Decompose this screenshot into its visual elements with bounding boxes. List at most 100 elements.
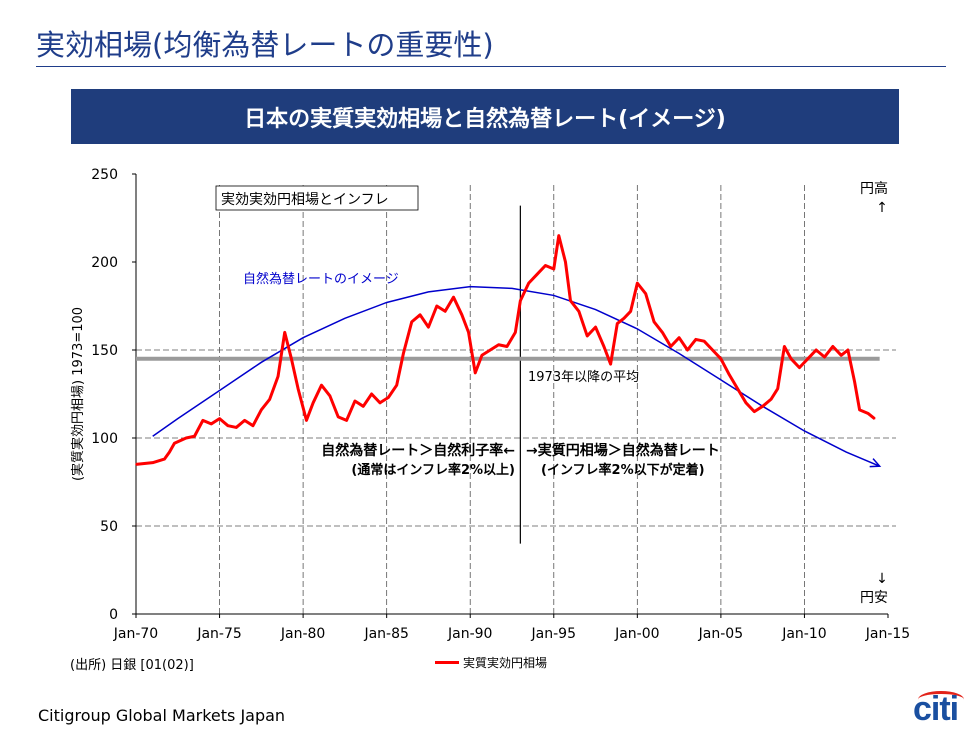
data-point (461, 314, 463, 316)
data-point (853, 380, 856, 383)
y-tick-label: 50 (100, 519, 118, 535)
data-point (173, 442, 176, 445)
data-point (669, 345, 672, 348)
data-point (815, 349, 817, 351)
data-point (444, 310, 446, 313)
data-point (594, 326, 597, 328)
data-point (337, 416, 340, 418)
y-tick-label: 100 (91, 431, 118, 447)
x-tick-label: Jan-75 (196, 626, 241, 642)
data-point (569, 299, 572, 302)
data-point (436, 305, 438, 307)
data-point (783, 345, 786, 348)
data-point (168, 451, 171, 453)
data-point (776, 387, 779, 390)
inflation-box-label: 実効実効円相場とインフレ (221, 192, 389, 208)
data-point (873, 417, 876, 420)
data-point (832, 345, 834, 348)
data-point (379, 402, 381, 404)
data-point (761, 405, 764, 408)
yen-weak-label: 円安 (860, 590, 888, 606)
data-point (711, 349, 714, 351)
x-tick-label: Jan-00 (614, 626, 659, 642)
data-point (489, 349, 492, 351)
x-tick-label: Jan-10 (781, 626, 826, 642)
data-point (536, 273, 538, 276)
data-point (252, 424, 254, 427)
data-point (370, 393, 373, 395)
data-point (720, 358, 722, 360)
data-point (268, 398, 271, 401)
data-point (823, 356, 826, 358)
real-effective-yen-line (135, 234, 876, 466)
data-point (312, 402, 314, 404)
data-point (202, 419, 204, 422)
data-point (858, 409, 861, 411)
data-point (644, 292, 647, 295)
data-point (235, 426, 238, 429)
source-note: (出所) 日銀 [01(02)] (70, 658, 194, 673)
data-point (329, 394, 331, 397)
chart-grid (136, 185, 896, 614)
data-point (770, 398, 772, 401)
data-point (616, 322, 619, 325)
chart-series (135, 205, 882, 544)
data-point (277, 375, 279, 378)
data-point (736, 387, 739, 390)
data-point (728, 373, 731, 376)
legend-swatch (435, 661, 459, 664)
data-point (753, 410, 756, 413)
y-tick-label: 250 (91, 167, 118, 183)
data-point (305, 419, 308, 422)
y-axis-label: (実質実効円相場) 1973=100 (70, 307, 86, 481)
data-point (578, 310, 580, 313)
data-point (798, 366, 801, 369)
curve-arrowhead (869, 458, 882, 468)
natural-rate-curve (152, 285, 880, 467)
data-point (135, 463, 137, 466)
data-point (218, 417, 221, 420)
data-point (290, 358, 293, 360)
chart-banner: 日本の実質実効相場と自然為替レート(イメージ) (71, 89, 899, 144)
x-tick-label: Jan-80 (280, 626, 325, 642)
chart-axes: 0 50 100 150 200 250 Jan-70 Jan-75 Jan-80 Jan-85 J… (70, 167, 910, 642)
data-point (185, 437, 187, 439)
data-point (806, 358, 809, 360)
data-point (552, 268, 555, 270)
data-point (395, 384, 398, 387)
data-point (519, 299, 522, 302)
data-point (354, 400, 356, 402)
y-tick-label: 150 (91, 343, 118, 359)
yen-strong-label: 円高 (860, 180, 888, 197)
citi-logo: citi (913, 690, 959, 728)
page-title: 実効相場(均衡為替レートの重要性) (36, 28, 494, 62)
data-point (227, 424, 229, 427)
curve-label: 自然為替レートのイメージ (243, 271, 399, 287)
data-point (653, 321, 655, 323)
data-point (609, 363, 612, 365)
data-point (867, 412, 869, 415)
data-point (603, 345, 605, 348)
data-point (210, 423, 212, 425)
data-point (623, 317, 625, 320)
data-point (410, 321, 413, 323)
data-point (474, 372, 477, 374)
data-point (419, 314, 421, 316)
x-tick-label: Jan-70 (113, 626, 158, 642)
data-point (151, 461, 154, 464)
data-point (678, 336, 680, 339)
footer-company: Citigroup Global Markets Japan (38, 706, 286, 725)
data-point (527, 282, 530, 284)
right-note-1: →実質円相場＞自然為替レート (526, 442, 720, 459)
data-point (320, 384, 323, 387)
left-note-1: 自然為替レート＞自然利子率← (321, 442, 515, 459)
data-point (636, 282, 639, 284)
up-arrow-icon: ↑ (876, 200, 888, 216)
inflation-box (215, 185, 419, 211)
data-point (686, 349, 689, 351)
data-point (695, 338, 697, 341)
data-point (297, 387, 299, 390)
data-point (402, 352, 405, 355)
